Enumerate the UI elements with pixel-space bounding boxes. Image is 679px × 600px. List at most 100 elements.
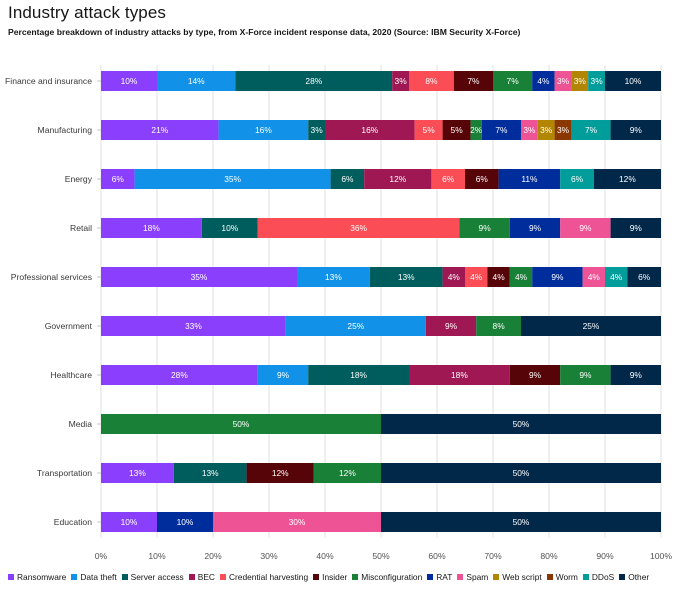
bar-segment-finance-and-insurance-spam (554, 71, 572, 91)
bar-segment-professional-services-other (627, 267, 661, 287)
legend-item-web-script: Web script (493, 572, 542, 582)
data-label-government-data-theft: 25% (347, 321, 364, 331)
legend-item-bec: BEC (188, 572, 215, 582)
data-label-government-misconfiguration: 8% (493, 321, 506, 331)
bar-segment-manufacturing-spam (521, 120, 538, 140)
data-label-manufacturing-ransomware: 21% (151, 125, 168, 135)
bar-segment-government-misconfiguration (476, 316, 521, 336)
bar-segment-finance-and-insurance-ddos (588, 71, 605, 91)
bar-segment-retail-other (610, 218, 661, 238)
chart-title: Industry attack types (8, 3, 167, 22)
data-label-healthcare-bec: 18% (451, 370, 468, 380)
data-label-manufacturing-worm: 3% (557, 125, 570, 135)
data-label-professional-services-server-access: 13% (398, 272, 415, 282)
legend-item-ddos: DDoS (582, 572, 614, 582)
data-label-manufacturing-spam: 3% (523, 125, 536, 135)
bar-segment-education-spam (213, 512, 381, 532)
bar-segment-professional-services-server-access (369, 267, 443, 287)
data-label-education-ransomware: 10% (121, 517, 138, 527)
bar-segment-manufacturing-other (610, 120, 661, 140)
data-label-professional-services-credential-harvesting: 4% (470, 272, 483, 282)
data-label-finance-and-insurance-spam: 3% (557, 76, 570, 86)
bar-segment-professional-services-credential-harvesting (465, 267, 488, 287)
x-tick-label-10: 10% (148, 551, 166, 561)
legend-label-other: Other (628, 572, 650, 582)
data-label-manufacturing-server-access: 3% (311, 125, 324, 135)
data-label-retail-spam: 9% (579, 223, 592, 233)
bar-segment-manufacturing-worm (554, 120, 572, 140)
bar-segment-transportation-misconfiguration (313, 463, 381, 483)
bar-segment-finance-and-insurance-data-theft (157, 71, 236, 91)
bar-segment-retail-rat (509, 218, 561, 238)
legend-label-worm: Worm (555, 572, 578, 582)
x-tick-label-90: 90% (596, 551, 614, 561)
bar-segment-government-ransomware (101, 316, 286, 336)
data-label-finance-and-insurance-ransomware: 10% (121, 76, 138, 86)
stacked-bar-chart: 0% 10% 20% 30% 40% 50% 60% 70% 80% 90% 100% Finance… (5, 65, 672, 561)
data-label-retail-server-access: 10% (221, 223, 238, 233)
legend-label-insider: Insider (322, 572, 348, 582)
legend-item-insider: Insider (313, 572, 347, 582)
bar-segment-healthcare-data-theft (257, 365, 309, 385)
x-tick-label-80: 80% (540, 551, 558, 561)
data-label-finance-and-insurance-web-script: 3% (574, 76, 587, 86)
legend-label-bec: BEC (197, 572, 215, 582)
data-label-media-other: 50% (513, 419, 530, 429)
bar-segment-healthcare-other (610, 365, 661, 385)
bar-segment-healthcare-misconfiguration (560, 365, 611, 385)
bar-segment-healthcare-ransomware (101, 365, 258, 385)
bar-segment-finance-and-insurance-other (605, 71, 661, 91)
data-label-finance-and-insurance-credential-harvesting: 8% (425, 76, 438, 86)
data-label-government-bec: 9% (445, 321, 458, 331)
data-label-professional-services-data-theft: 13% (325, 272, 342, 282)
bar-segment-energy-ddos (560, 169, 594, 189)
data-label-finance-and-insurance-other: 10% (625, 76, 642, 86)
data-label-manufacturing-bec: 16% (361, 125, 378, 135)
data-label-finance-and-insurance-insider: 7% (467, 76, 480, 86)
data-label-healthcare-misconfiguration: 9% (579, 370, 592, 380)
bar-segment-media-misconfiguration (101, 414, 381, 434)
bar-segment-healthcare-insider (509, 365, 561, 385)
data-label-professional-services-misconfiguration: 4% (515, 272, 528, 282)
bar-segment-retail-spam (560, 218, 611, 238)
legend-item-server-access: Server access (121, 572, 184, 582)
legend-swatch-web-script (493, 574, 500, 580)
data-label-healthcare-data-theft: 9% (277, 370, 290, 380)
data-label-finance-and-insurance-misconfiguration: 7% (507, 76, 520, 86)
bar-segment-transportation-insider (246, 463, 314, 483)
bar-segment-media-other (381, 414, 661, 434)
data-label-education-rat: 10% (177, 517, 194, 527)
data-label-government-other: 25% (583, 321, 600, 331)
bar-segment-manufacturing-data-theft (218, 120, 309, 140)
category-label-professional-services: Professional services (11, 272, 92, 282)
data-label-finance-and-insurance-ddos: 3% (591, 76, 604, 86)
bar-segment-education-ransomware (101, 512, 157, 532)
data-label-energy-insider: 6% (476, 174, 489, 184)
bar-segment-professional-services-rat (532, 267, 583, 287)
bar-segment-retail-ransomware (101, 218, 202, 238)
bar-segment-finance-and-insurance-web-script (571, 71, 589, 91)
data-label-retail-rat: 9% (529, 223, 542, 233)
legend-label-misconfiguration: Misconfiguration (361, 572, 423, 582)
data-label-retail-credential-harvesting: 36% (350, 223, 367, 233)
data-label-energy-other: 12% (619, 174, 636, 184)
bar-segment-retail-misconfiguration (459, 218, 510, 238)
data-label-government-ransomware: 33% (185, 321, 202, 331)
data-label-finance-and-insurance-rat: 4% (537, 76, 550, 86)
data-label-education-other: 50% (513, 517, 530, 527)
bar-segment-education-rat (157, 512, 213, 532)
x-tick-label-60: 60% (428, 551, 446, 561)
bar-segment-professional-services-ddos (605, 267, 628, 287)
bar-segment-manufacturing-server-access (308, 120, 325, 140)
data-label-professional-services-ddos: 4% (610, 272, 623, 282)
bar-segment-manufacturing-misconfiguration (470, 120, 482, 140)
bar-segment-professional-services-bec (442, 267, 465, 287)
x-tick-label-100: 100% (650, 551, 672, 561)
bar-segment-retail-credential-harvesting (257, 218, 460, 238)
category-label-transportation: Transportation (37, 468, 92, 478)
legend-item-rat: RAT (427, 572, 452, 582)
data-label-energy-bec: 12% (389, 174, 406, 184)
data-label-manufacturing-data-theft: 16% (255, 125, 272, 135)
data-label-manufacturing-ddos: 7% (585, 125, 598, 135)
legend-swatch-spam (457, 574, 464, 580)
